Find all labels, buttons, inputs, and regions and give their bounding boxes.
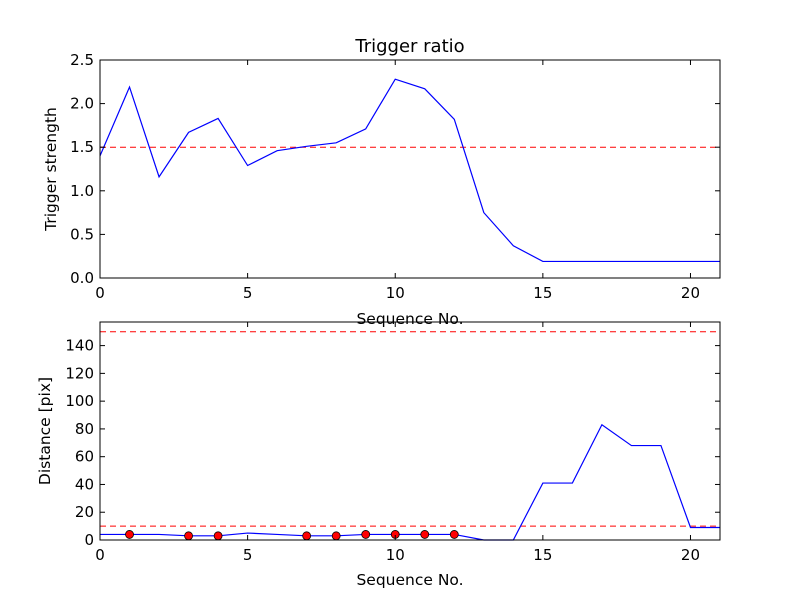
y-tick-label: 2.5	[70, 51, 94, 69]
y-axis-label: Distance [pix]	[36, 377, 54, 485]
y-tick-label: 140	[65, 337, 94, 355]
data-point-marker	[184, 531, 193, 541]
series-line	[99, 78, 720, 263]
chart-title: Trigger ratio	[354, 36, 464, 57]
data-point-marker	[213, 531, 223, 541]
x-tick-label: 10	[386, 546, 405, 564]
distance-chart: 0 5 10 15 20 0 20 40 60 80 100 120 140 Sequence No. Di…	[36, 321, 721, 589]
y-tick-label: 60	[75, 448, 94, 466]
x-tick-label: 5	[243, 284, 253, 302]
y-tick-label: 100	[65, 392, 94, 410]
series-line	[100, 423, 720, 541]
x-tick-label: 20	[681, 284, 700, 302]
data-point-marker	[125, 530, 134, 539]
x-tick-label: 20	[681, 546, 700, 564]
x-tick-label: 15	[533, 284, 552, 302]
y-tick-label: 1.0	[70, 182, 94, 200]
x-tick-label: 15	[533, 546, 552, 564]
y-tick-label: 0.5	[70, 225, 94, 243]
x-tick-label: 10	[386, 284, 405, 302]
y-tick-label: 20	[75, 503, 94, 521]
x-tick-label: 5	[243, 546, 253, 564]
data-point-marker	[331, 531, 341, 541]
x-tick-label: 0	[95, 546, 105, 564]
y-tick-label: 1.5	[70, 138, 94, 156]
x-tick-label: 0	[95, 284, 105, 302]
data-point-marker	[449, 530, 459, 539]
y-axis-label: Trigger strength	[42, 107, 60, 232]
y-tick-label: 2.0	[70, 95, 94, 113]
y-tick-label: 0.0	[70, 269, 94, 287]
x-axis-label: Sequence No.	[356, 310, 463, 328]
data-point-marker	[302, 531, 312, 541]
y-tick-label: 0	[84, 531, 94, 549]
data-point-marker	[361, 530, 371, 539]
trigger-ratio-chart: 0 5 10 15 20 0.0 0.5 1.0 1.5 2.0 2.5 Sequence No. Tr…	[42, 36, 721, 328]
y-tick-label: 120	[65, 364, 94, 382]
y-tick-label: 40	[75, 475, 94, 493]
data-point-marker	[420, 530, 430, 539]
y-tick-label: 80	[75, 420, 94, 438]
axes-frame	[99, 59, 721, 279]
x-axis-label: Sequence No.	[356, 571, 463, 589]
axes-frame	[99, 321, 721, 541]
